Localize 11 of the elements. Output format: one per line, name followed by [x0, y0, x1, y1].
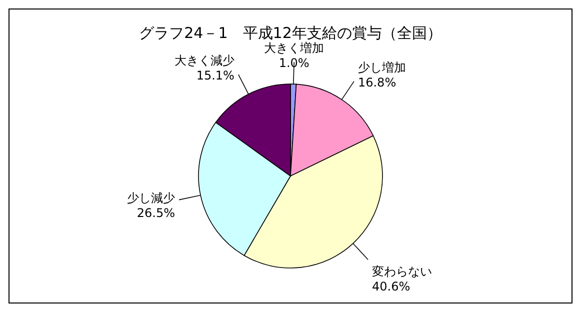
data-label: 1.0%	[278, 56, 310, 70]
slice-label: 少し増加	[358, 60, 406, 74]
data-label: 16.8%	[358, 75, 396, 90]
data-label: 40.6%	[372, 280, 410, 294]
chart-title: グラフ24－1 平成12年支給の賞与（全国）	[139, 24, 442, 42]
data-label: 15.1%	[196, 68, 234, 83]
slice-label: 少し減少	[127, 190, 176, 205]
slice-label: 大きく減少	[174, 54, 234, 68]
slice-label: 変わらない	[372, 264, 432, 279]
slice-label: 大きく増加	[264, 41, 324, 56]
data-label: 26.5%	[136, 206, 176, 220]
